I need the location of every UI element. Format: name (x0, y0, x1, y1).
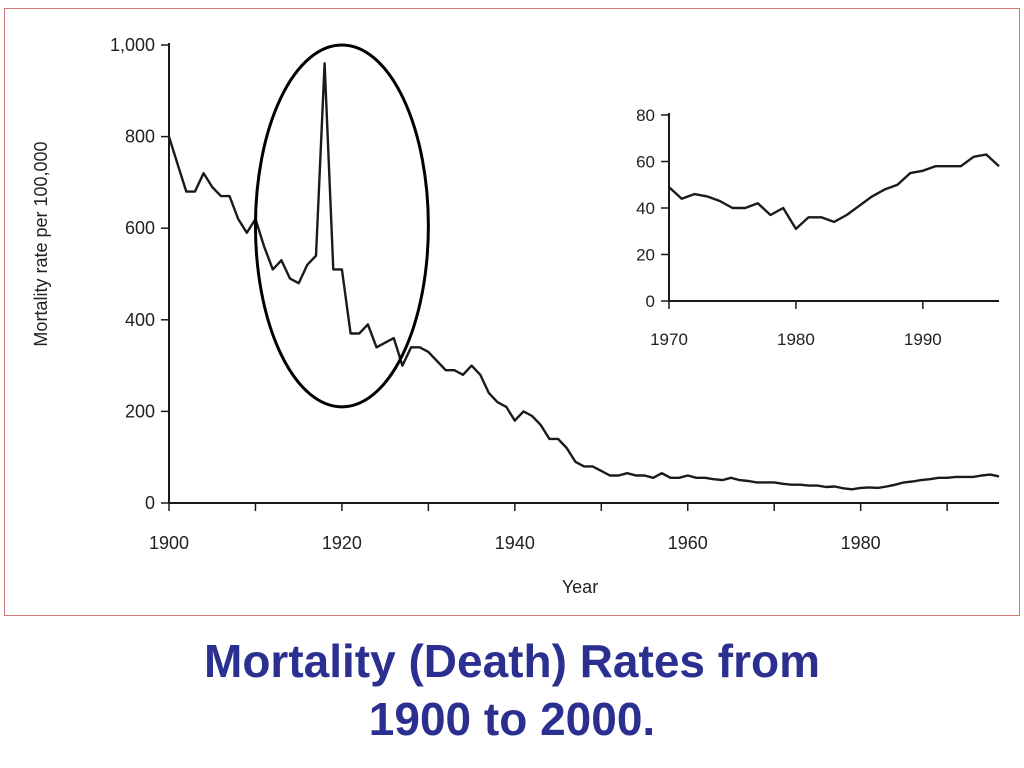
x-tick-label: 1980 (841, 533, 881, 553)
y-axis-title: Mortality rate per 100,000 (31, 141, 51, 346)
y-tick-label: 400 (125, 310, 155, 330)
caption-line-1: Mortality (Death) Rates from (204, 635, 820, 687)
y-tick-label: 800 (125, 127, 155, 147)
inset-series-line (668, 153, 1000, 231)
x-tick-label: 1960 (668, 533, 708, 553)
x-tick-label: 1900 (149, 533, 189, 553)
inset-x-tick-label: 1980 (777, 330, 815, 349)
chart-frame: 0 200 400 600 800 1,000 1900 1920 1940 1960 1980 Ye… (4, 8, 1020, 616)
y-tick-label: 600 (125, 218, 155, 238)
inset-x-tick-label: 1970 (650, 330, 688, 349)
inset-y-tick-label: 0 (646, 292, 655, 311)
inset-y-tick-label: 20 (636, 246, 655, 265)
x-tick-label: 1920 (322, 533, 362, 553)
x-tick-label: 1940 (495, 533, 535, 553)
series-line (167, 62, 1000, 491)
x-axis-title: Year (562, 577, 598, 597)
y-tick-label: 1,000 (110, 35, 155, 55)
inset-y-tick-label: 80 (636, 106, 655, 125)
slide-caption: Mortality (Death) Rates from 1900 to 200… (0, 632, 1024, 748)
inset-x-tick-label: 1990 (904, 330, 942, 349)
y-tick-label: 200 (125, 401, 155, 421)
highlight-ellipse (253, 43, 430, 409)
y-tick-label: 0 (145, 493, 155, 513)
inset-y-tick-label: 60 (636, 153, 655, 172)
caption-line-2: 1900 to 2000. (368, 693, 656, 745)
inset-y-tick-label: 40 (636, 199, 655, 218)
inset-chart: 0 20 40 60 80 1970 1980 1990 (636, 106, 1000, 349)
